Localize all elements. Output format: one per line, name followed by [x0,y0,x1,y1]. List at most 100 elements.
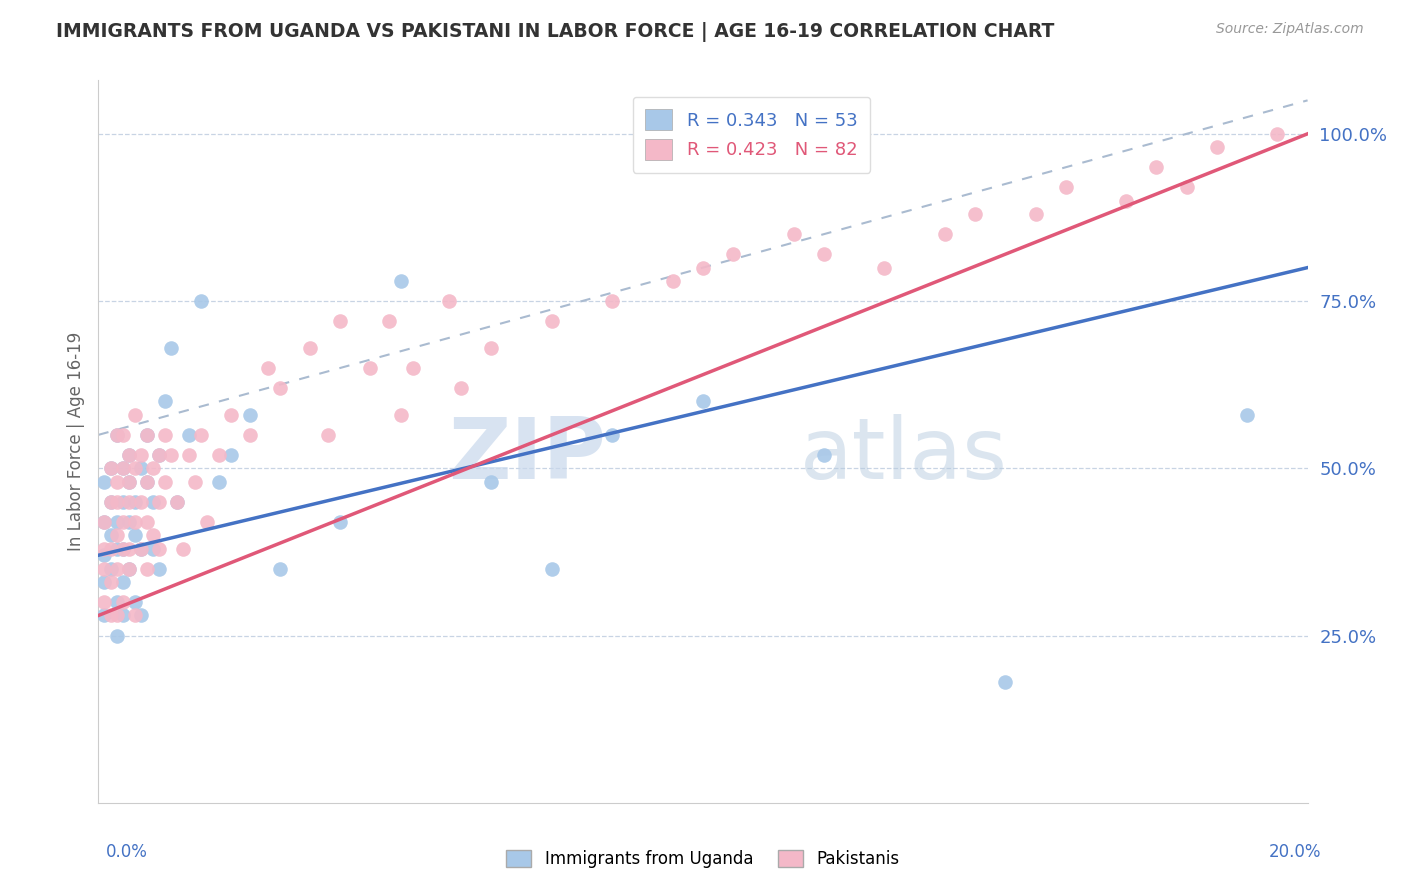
Point [190,427,212,442]
Point [124,595,146,609]
Point [111,427,134,442]
Point [329,515,352,529]
Point [93,475,115,489]
Point [118,541,141,556]
Point [135,475,157,489]
Point [256,361,278,376]
Point [166,494,188,508]
Point [118,448,141,462]
Point [129,494,152,508]
Point [783,227,806,242]
Point [934,227,956,242]
Point [124,528,146,542]
Point [142,528,165,542]
Point [100,528,122,542]
Point [994,675,1017,690]
Text: 0.0%: 0.0% [105,843,148,861]
Point [1024,207,1046,221]
Point [221,448,243,462]
Point [129,541,152,556]
Point [153,475,176,489]
Point [105,595,128,609]
Point [118,448,141,462]
Text: Source: ZipAtlas.com: Source: ZipAtlas.com [1216,22,1364,37]
Point [105,475,128,489]
Point [93,548,115,563]
Point [723,247,745,261]
Point [111,461,134,475]
Point [602,427,624,442]
Point [135,515,157,529]
Point [148,541,170,556]
Point [124,494,146,508]
Point [450,381,472,395]
Point [221,408,243,422]
Point [377,314,399,328]
Point [1054,180,1077,194]
Point [148,448,170,462]
Point [124,461,146,475]
Point [105,515,128,529]
Point [111,515,134,529]
Legend: Immigrants from Uganda, Pakistanis: Immigrants from Uganda, Pakistanis [499,843,907,875]
Point [481,341,503,355]
Point [100,494,122,508]
Point [179,448,201,462]
Point [100,461,122,475]
Point [111,541,134,556]
Point [142,541,165,556]
Point [389,408,412,422]
Point [135,475,157,489]
Point [481,475,503,489]
Point [190,294,212,309]
Point [540,314,562,328]
Point [813,448,835,462]
Point [148,562,170,576]
Point [129,608,152,623]
Point [105,427,128,442]
Point [172,541,194,556]
Point [135,427,157,442]
Point [100,608,122,623]
Point [129,448,152,462]
Point [135,427,157,442]
Point [100,494,122,508]
Point [118,475,141,489]
Point [692,260,714,275]
Point [239,427,262,442]
Point [166,494,188,508]
Point [105,427,128,442]
Point [105,528,128,542]
Point [153,394,176,409]
Point [124,515,146,529]
Point [118,494,141,508]
Legend: R = 0.343   N = 53, R = 0.423   N = 82: R = 0.343 N = 53, R = 0.423 N = 82 [633,96,870,172]
Point [142,494,165,508]
Point [1267,127,1289,141]
Point [93,562,115,576]
Point [873,260,896,275]
Point [105,541,128,556]
Point [195,515,218,529]
Point [135,562,157,576]
Point [160,341,183,355]
Text: IMMIGRANTS FROM UGANDA VS PAKISTANI IN LABOR FORCE | AGE 16-19 CORRELATION CHART: IMMIGRANTS FROM UGANDA VS PAKISTANI IN L… [56,22,1054,42]
Point [148,448,170,462]
Point [160,448,183,462]
Point [692,394,714,409]
Text: atlas: atlas [800,415,1008,498]
Point [93,608,115,623]
Point [118,562,141,576]
Point [208,475,231,489]
Point [93,595,115,609]
Point [602,294,624,309]
Point [111,595,134,609]
Point [93,515,115,529]
Point [118,475,141,489]
Point [153,427,176,442]
Point [1175,180,1198,194]
Point [965,207,987,221]
Point [360,361,382,376]
Point [208,448,231,462]
Point [118,562,141,576]
